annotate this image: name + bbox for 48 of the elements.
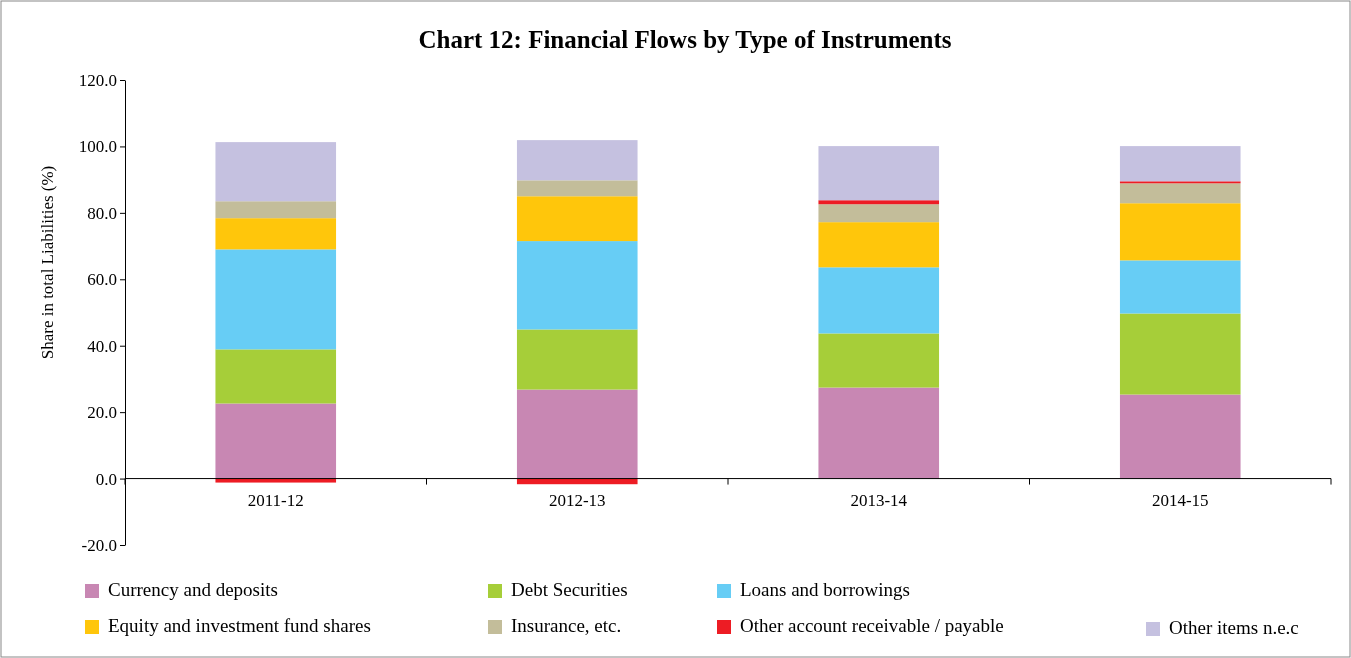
bar <box>1119 313 1241 395</box>
y-axis-title: Share in total Liabilities (%) <box>38 165 57 360</box>
bar <box>215 218 337 250</box>
bar <box>215 249 337 350</box>
y-tick-label: 100.0 <box>78 137 117 157</box>
legend-label: Equity and investment fund shares <box>108 615 371 636</box>
bar <box>1119 203 1241 261</box>
y-tick-label: 40.0 <box>87 336 117 356</box>
bar <box>818 387 940 479</box>
y-tick-label: 0.0 <box>95 469 117 489</box>
x-tick-label: 2013-14 <box>850 490 908 510</box>
y-tick-label: -20.0 <box>81 535 117 555</box>
bar <box>215 403 337 479</box>
bar <box>1119 146 1241 182</box>
x-tick-label: 2011-12 <box>247 490 304 510</box>
legend-label: Loans and borrowings <box>740 579 910 600</box>
bar <box>516 196 638 242</box>
bar <box>516 389 638 479</box>
legend-label: Insurance, etc. <box>511 615 622 636</box>
bar <box>818 222 940 268</box>
bar <box>516 140 638 181</box>
bar <box>215 201 337 219</box>
bar <box>516 180 638 197</box>
bar <box>215 349 337 404</box>
bar <box>818 267 940 334</box>
bar <box>818 333 940 388</box>
bar <box>215 142 337 202</box>
y-tick-label: 120.0 <box>78 70 117 90</box>
y-tick-label: 80.0 <box>87 203 117 223</box>
y-tick-label: 20.0 <box>87 403 117 423</box>
legend-label: Other items n.e.c <box>1169 617 1299 638</box>
bar <box>1119 183 1241 204</box>
bar <box>818 146 940 201</box>
bar <box>1119 394 1241 479</box>
bar <box>818 200 940 205</box>
legend-label: Debt Securities <box>511 579 628 600</box>
bar <box>1119 181 1241 184</box>
bar <box>1119 260 1241 314</box>
legend-label: Other account receivable / payable <box>740 615 1004 636</box>
bar <box>215 478 337 483</box>
bar <box>516 241 638 330</box>
chart-title: Chart 12: Financial Flows by Type of Instruments <box>418 26 952 53</box>
bar <box>818 204 940 223</box>
legend-label: Currency and deposits <box>108 579 278 600</box>
x-tick-label: 2014-15 <box>1151 490 1209 510</box>
x-tick-label: 2012-13 <box>548 490 606 510</box>
y-tick-label: 60.0 <box>87 270 117 290</box>
bar <box>516 329 638 390</box>
